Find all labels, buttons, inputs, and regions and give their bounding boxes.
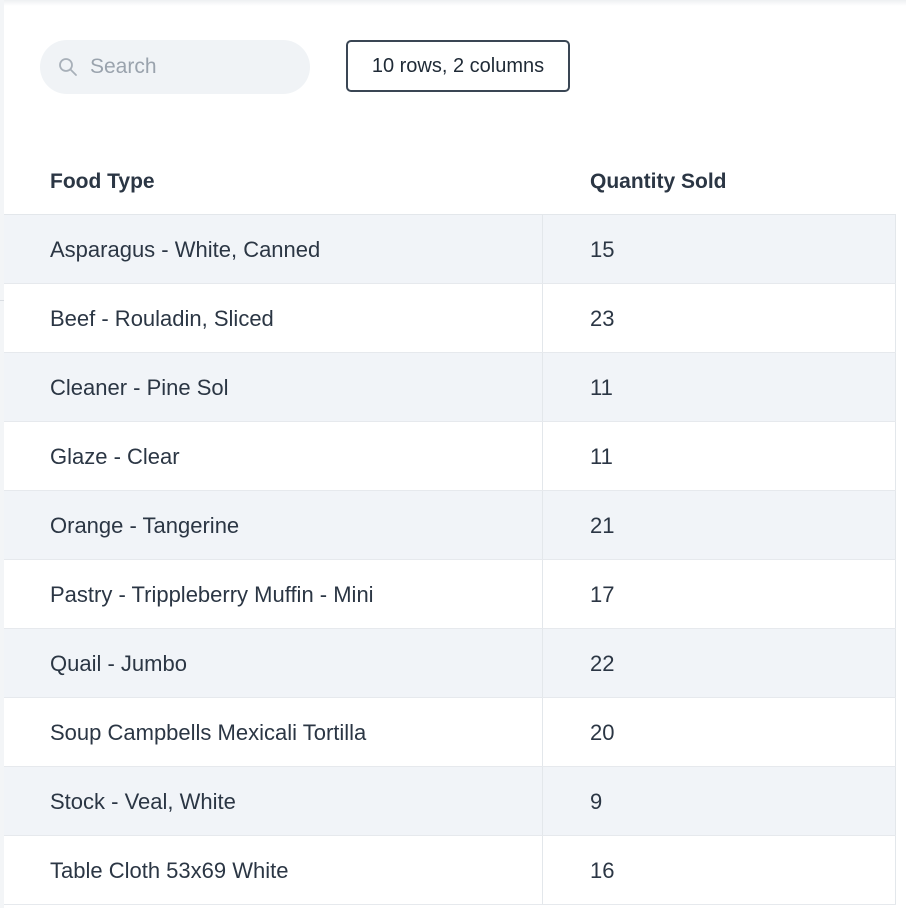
column-divider	[542, 422, 543, 490]
search-input[interactable]	[90, 52, 290, 82]
table-row[interactable]: Stock - Veal, White 9	[4, 767, 896, 836]
search-box[interactable]	[40, 40, 310, 94]
column-header-food-type[interactable]: Food Type	[50, 170, 155, 193]
top-shadow	[0, 0, 906, 6]
column-divider	[542, 353, 543, 421]
quantity-sold-cell: 23	[590, 306, 615, 331]
table-row[interactable]: Glaze - Clear 11	[4, 422, 896, 491]
food-type-cell: Cleaner - Pine Sol	[50, 375, 229, 400]
quantity-sold-cell: 11	[590, 375, 613, 400]
food-type-cell: Quail - Jumbo	[50, 651, 187, 676]
left-tick	[0, 300, 4, 301]
table-row[interactable]: Orange - Tangerine 21	[4, 491, 896, 560]
quantity-sold-cell: 21	[590, 513, 615, 538]
food-type-cell: Stock - Veal, White	[50, 789, 236, 814]
quantity-sold-cell: 20	[590, 720, 615, 745]
column-divider	[542, 560, 543, 628]
food-type-cell: Asparagus - White, Canned	[50, 237, 321, 262]
food-type-cell: Table Cloth 53x69 White	[50, 858, 289, 883]
quantity-sold-cell: 16	[590, 858, 615, 883]
column-divider	[542, 629, 543, 697]
quantity-sold-cell: 17	[590, 582, 615, 607]
food-type-cell: Soup Campbells Mexicali Tortilla	[50, 720, 367, 745]
food-type-cell: Pastry - Trippleberry Muffin - Mini	[50, 582, 374, 607]
table-row[interactable]: Table Cloth 53x69 White 16	[4, 836, 896, 905]
quantity-sold-cell: 15	[590, 237, 615, 262]
table-row[interactable]: Cleaner - Pine Sol 11	[4, 353, 896, 422]
table-row[interactable]: Pastry - Trippleberry Muffin - Mini 17	[4, 560, 896, 629]
table-row[interactable]: Asparagus - White, Canned 15	[4, 215, 896, 284]
column-divider	[542, 215, 543, 283]
table-header: Food Type Quantity Sold	[4, 150, 896, 215]
food-type-cell: Beef - Rouladin, Sliced	[50, 306, 274, 331]
table-edge	[895, 560, 896, 628]
column-divider	[542, 284, 543, 352]
quantity-sold-cell: 11	[590, 444, 613, 469]
quantity-sold-cell: 9	[590, 789, 603, 814]
column-divider	[542, 767, 543, 835]
table-edge	[895, 836, 896, 904]
table-row[interactable]: Beef - Rouladin, Sliced 23	[4, 284, 896, 353]
row-column-count-badge: 10 rows, 2 columns	[346, 40, 570, 92]
table-row[interactable]: Quail - Jumbo 22	[4, 629, 896, 698]
search-icon	[59, 58, 77, 76]
table-edge	[895, 491, 896, 559]
table-row[interactable]: Soup Campbells Mexicali Tortilla 20	[4, 698, 896, 767]
data-table: Food Type Quantity Sold Asparagus - Whit…	[4, 150, 896, 905]
food-type-cell: Orange - Tangerine	[50, 513, 240, 538]
quantity-sold-cell: 22	[590, 651, 615, 676]
table-edge	[895, 767, 896, 835]
table-edge	[895, 284, 896, 352]
column-divider	[542, 836, 543, 904]
left-edge	[0, 0, 4, 908]
table-edge	[895, 698, 896, 766]
food-type-cell: Glaze - Clear	[50, 444, 180, 469]
column-header-quantity-sold[interactable]: Quantity Sold	[590, 170, 727, 193]
table-edge	[895, 422, 896, 490]
column-divider	[542, 491, 543, 559]
table-edge	[895, 353, 896, 421]
table-edge	[895, 629, 896, 697]
column-divider	[542, 698, 543, 766]
table-edge	[895, 215, 896, 283]
